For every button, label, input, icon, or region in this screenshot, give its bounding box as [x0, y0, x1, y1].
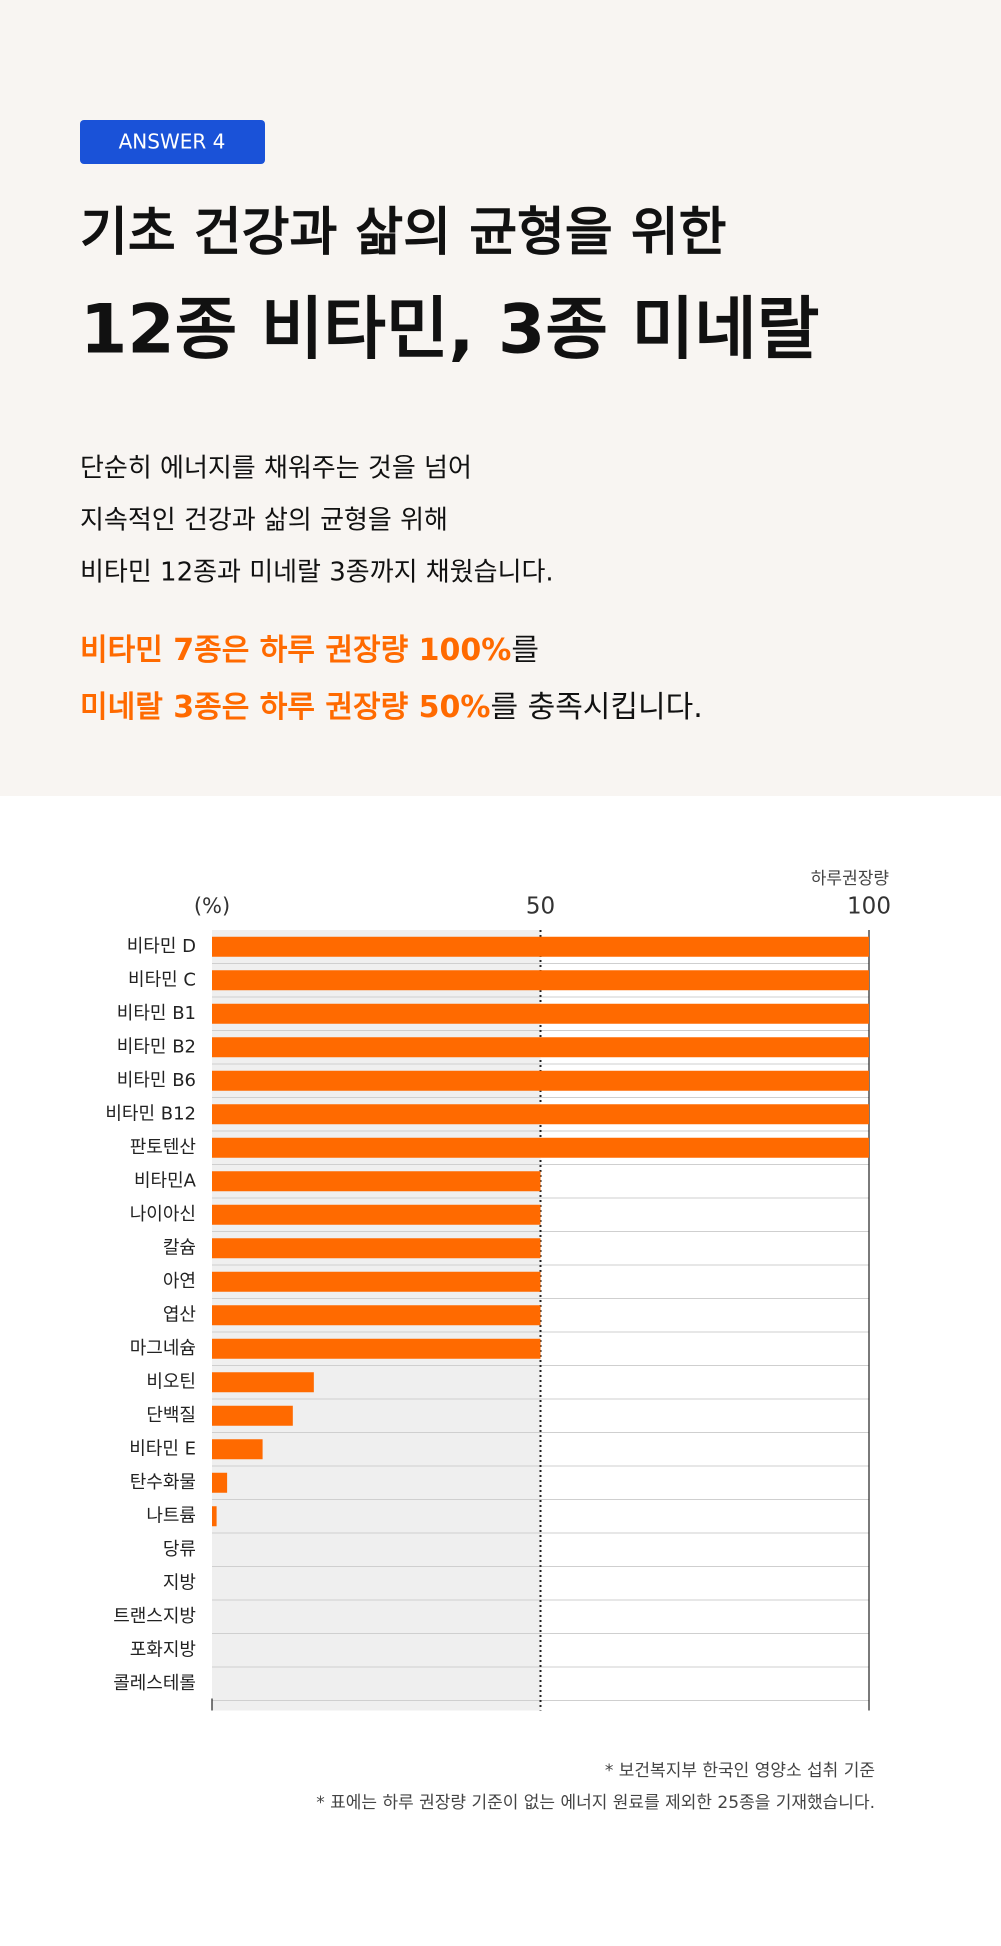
highlight-rest: 를	[511, 633, 539, 668]
y-tick-label: 비타민 C	[128, 969, 196, 990]
bar	[212, 1204, 541, 1225]
bar	[212, 1405, 293, 1426]
bar	[212, 1104, 869, 1125]
x-tick-label: 100	[847, 894, 891, 920]
title: 기초 건강과 삶의 균형을 위한	[80, 203, 727, 263]
footnote: * 표에는 하루 권장량 기준이 없는 에너지 원료를 제외한 25종을 기재했…	[316, 1793, 875, 1813]
y-tick-label: 비오틴	[146, 1371, 196, 1392]
y-tick-label: 탄수화물	[130, 1472, 196, 1493]
y-tick-label: 포화지방	[130, 1639, 196, 1660]
bar	[212, 1238, 541, 1259]
bar	[212, 1037, 869, 1058]
y-tick-label: 비타민 B2	[117, 1036, 196, 1057]
y-tick-label: 엽산	[163, 1304, 196, 1325]
title: 12종 비타민, 3종 미네랄	[80, 291, 819, 370]
header-bg	[0, 0, 1001, 796]
annotation: 하루권장량	[811, 869, 890, 889]
y-tick-label: 판토텐산	[130, 1137, 196, 1158]
y-tick-label: 나트륨	[146, 1505, 196, 1526]
bar	[212, 936, 869, 957]
bar	[212, 1305, 541, 1326]
bar	[212, 1472, 228, 1493]
bar	[212, 1137, 869, 1158]
bar	[212, 1372, 314, 1393]
y-tick-label: 콜레스테롤	[113, 1673, 196, 1694]
x-tick-label: 50	[526, 894, 555, 920]
highlight: 비타민 7종은 하루 권장량 100%를	[80, 633, 539, 668]
bar	[212, 1070, 869, 1091]
bar	[212, 1171, 541, 1192]
chart: (%) 하루권장량 50 100 비타민 D 비타민 C 비타민 B1 비타민 B2 비타민 B…	[105, 869, 891, 1711]
y-tick-label: 아연	[163, 1271, 196, 1292]
badge-text: ANSWER 4	[119, 130, 226, 154]
y-tick-label: 비타민 B1	[117, 1003, 196, 1024]
y-tick-label: 나이아신	[130, 1204, 196, 1225]
y-tick-label: 칼슘	[163, 1237, 196, 1258]
y-tick-label: 비타민 D	[127, 936, 196, 957]
bar	[212, 1439, 263, 1460]
unit-label: (%)	[194, 894, 230, 918]
body-text: 지속적인 건강과 삶의 균형을 위해	[80, 506, 448, 536]
y-tick-label: 비타민 B6	[117, 1070, 196, 1091]
highlight-accent: 비타민 7종은 하루 권장량 100%	[80, 633, 511, 668]
y-tick-label: 비타민 B12	[105, 1103, 196, 1124]
y-tick-label: 단백질	[146, 1405, 196, 1426]
y-tick-label: 비타민A	[134, 1170, 197, 1191]
badge	[80, 120, 265, 164]
highlight-rest: 를 충족시킵니다.	[490, 690, 702, 725]
highlight-accent: 미네랄 3종은 하루 권장량 50%	[80, 690, 490, 725]
y-tick-label: 비타민 E	[129, 1438, 196, 1459]
footnote: * 보건복지부 한국인 영양소 섭취 기준	[605, 1761, 875, 1781]
body-text: 단순히 에너지를 채워주는 것을 넘어	[80, 454, 472, 484]
bar	[212, 1271, 541, 1292]
highlight: 미네랄 3종은 하루 권장량 50%를 충족시킵니다.	[80, 690, 703, 725]
y-tick-label: 마그네슘	[130, 1338, 196, 1359]
bar	[212, 970, 869, 991]
bar	[212, 1338, 541, 1359]
bar	[212, 1003, 869, 1024]
y-tick-label: 지방	[163, 1572, 196, 1593]
y-tick-label: 당류	[163, 1539, 196, 1560]
bar	[212, 1506, 217, 1527]
y-tick-label: 트랜스지방	[113, 1606, 196, 1627]
body-text: 비타민 12종과 미네랄 3종까지 채웠습니다.	[80, 558, 554, 588]
